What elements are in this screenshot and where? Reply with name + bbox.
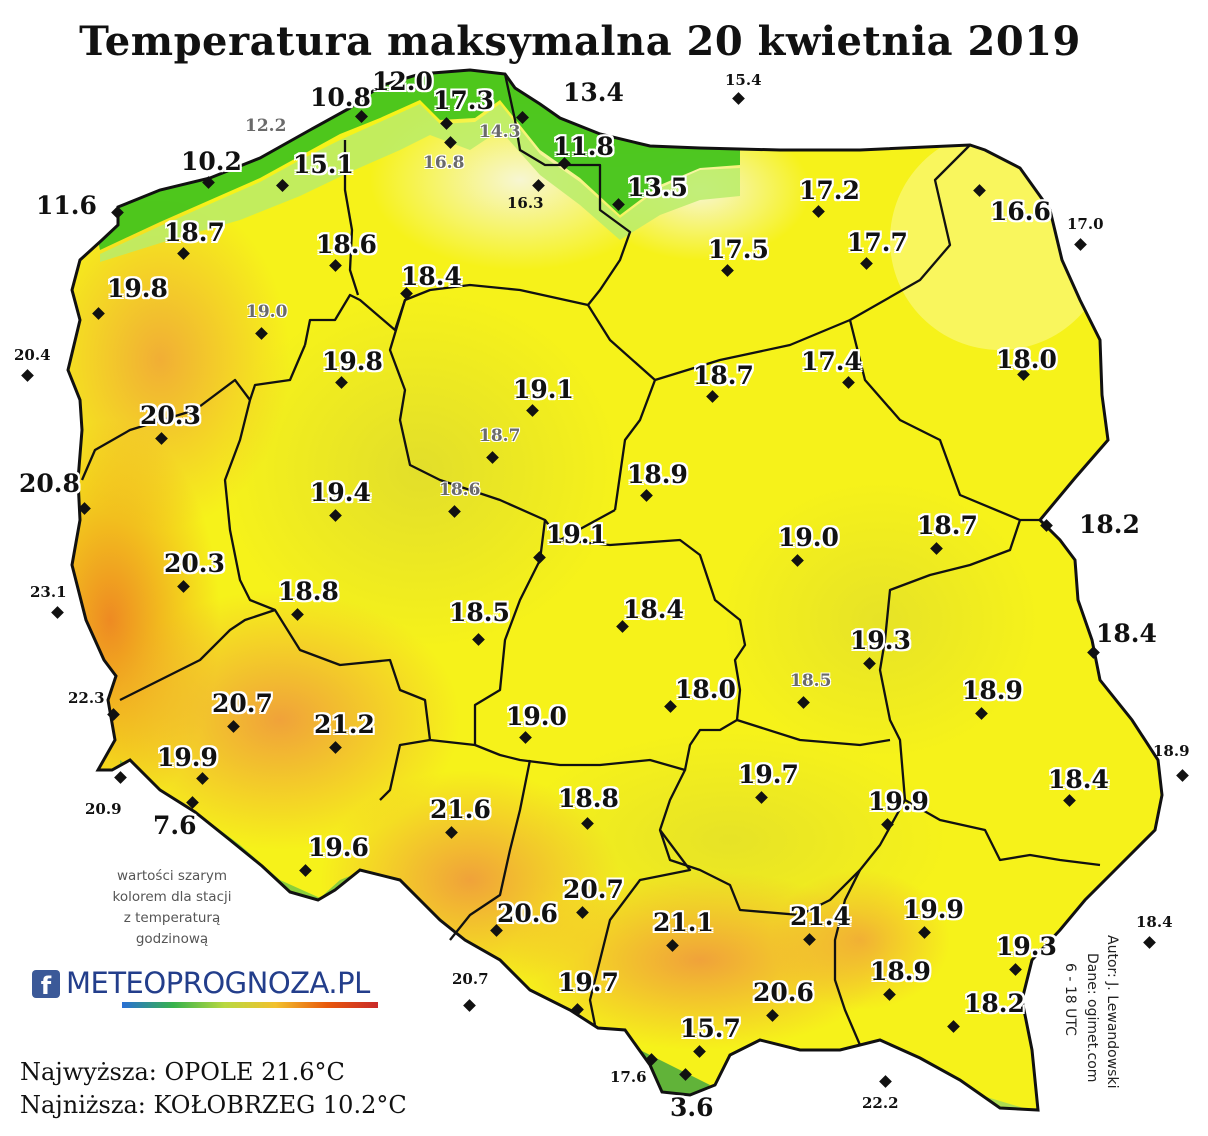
lowest-temperature: Najniższa: KOŁOBRZEG 10.2°C bbox=[20, 1091, 407, 1120]
station-value: 16.3 bbox=[507, 194, 544, 212]
station-value: 3.6 bbox=[670, 1093, 714, 1122]
note-line: z temperaturą bbox=[123, 909, 221, 926]
station-value: 11.8 bbox=[553, 132, 614, 161]
meteoprognoza-logo[interactable]: f METEOPROGNOZA.PL bbox=[32, 966, 392, 1008]
station-value: 18.8 bbox=[278, 577, 339, 606]
station-value: 23.1 bbox=[30, 583, 67, 601]
station-value: 20.6 bbox=[753, 978, 814, 1007]
station-value: 7.6 bbox=[153, 811, 197, 840]
station-value: 19.0 bbox=[778, 523, 839, 552]
legend-note: wartości szarym kolorem dla stacji z tem… bbox=[80, 866, 264, 950]
station-value: 18.5 bbox=[790, 671, 832, 691]
station-value: 18.2 bbox=[964, 989, 1025, 1018]
station-value: 19.9 bbox=[868, 787, 929, 816]
station-value: 11.6 bbox=[36, 191, 97, 220]
station-value: 18.9 bbox=[962, 676, 1023, 705]
station-value: 14.3 bbox=[479, 122, 521, 142]
station-value: 19.4 bbox=[310, 478, 371, 507]
station-value: 19.6 bbox=[308, 833, 369, 862]
station-value: 19.7 bbox=[738, 760, 799, 789]
note-line: kolorem dla stacji bbox=[112, 888, 232, 905]
station-value: 17.4 bbox=[801, 347, 862, 376]
station-value: 19.9 bbox=[903, 895, 964, 924]
station-value: 21.1 bbox=[653, 908, 714, 937]
station-value: 20.7 bbox=[452, 970, 489, 988]
station-value: 20.4 bbox=[14, 346, 51, 364]
station-value: 18.2 bbox=[1079, 510, 1140, 539]
station-value: 22.3 bbox=[68, 689, 105, 707]
station-value: 13.5 bbox=[627, 173, 688, 202]
station-value: 12.0 bbox=[372, 67, 433, 96]
station-value: 10.8 bbox=[310, 83, 371, 112]
station-value: 20.6 bbox=[497, 899, 558, 928]
station-value: 18.4 bbox=[1096, 619, 1157, 648]
map-title: Temperatura maksymalna 20 kwietnia 2019 bbox=[79, 18, 1081, 65]
station-value: 15.4 bbox=[725, 71, 762, 89]
credits: Autor: J. Lewandowski Dane: ogimet.com 6… bbox=[1062, 935, 1180, 1115]
station-value: 18.4 bbox=[401, 262, 462, 291]
station-value: 22.2 bbox=[862, 1094, 899, 1112]
station-value: 21.2 bbox=[314, 710, 375, 739]
station-value: 10.2 bbox=[181, 147, 242, 176]
note-line: godzinową bbox=[135, 930, 209, 947]
station-value: 19.9 bbox=[157, 743, 218, 772]
station-value: 19.0 bbox=[506, 702, 567, 731]
station-value: 16.6 bbox=[990, 197, 1051, 226]
station-value: 18.7 bbox=[917, 511, 978, 540]
station-value: 18.8 bbox=[558, 784, 619, 813]
station-value: 18.9 bbox=[870, 957, 931, 986]
station-value: 17.5 bbox=[708, 235, 769, 264]
station-value: 18.6 bbox=[316, 230, 377, 259]
station-value: 20.3 bbox=[164, 549, 225, 578]
station-value: 19.8 bbox=[322, 347, 383, 376]
highest-temperature: Najwyższa: OPOLE 21.6°C bbox=[20, 1058, 345, 1086]
summary: Najwyższa: OPOLE 21.6°C Najniższa: KOŁOB… bbox=[20, 1056, 407, 1122]
station-value: 17.7 bbox=[847, 228, 908, 257]
station-value: 18.9 bbox=[1153, 742, 1190, 760]
station-value: 16.8 bbox=[423, 153, 465, 173]
station-value: 17.0 bbox=[1067, 215, 1104, 233]
station-value: 13.4 bbox=[563, 78, 624, 107]
logo-color-bar bbox=[122, 1002, 378, 1008]
station-value: 18.7 bbox=[164, 218, 225, 247]
station-value: 12.2 bbox=[245, 116, 287, 136]
station-value: 18.0 bbox=[675, 675, 736, 704]
station-value: 18.0 bbox=[996, 345, 1057, 374]
station-value: 18.7 bbox=[479, 426, 521, 446]
station-value: 17.6 bbox=[610, 1068, 647, 1086]
station-value: 18.9 bbox=[627, 460, 688, 489]
station-value: 19.1 bbox=[546, 520, 607, 549]
station-value: 18.6 bbox=[439, 480, 481, 500]
station-value: 19.8 bbox=[107, 274, 168, 303]
station-value: 18.4 bbox=[1136, 913, 1173, 931]
credit-source: Dane: ogimet.com bbox=[1084, 953, 1100, 1083]
station-value: 17.3 bbox=[433, 86, 494, 115]
station-value: 20.7 bbox=[212, 689, 273, 718]
station-value: 19.7 bbox=[558, 968, 619, 997]
station-value: 20.8 bbox=[19, 469, 80, 498]
station-value: 20.7 bbox=[563, 875, 624, 904]
note-line: wartości szarym bbox=[117, 868, 227, 884]
station-value: 19.3 bbox=[996, 932, 1057, 961]
station-value: 17.2 bbox=[799, 176, 860, 205]
station-value: 19.3 bbox=[850, 626, 911, 655]
station-value: 19.1 bbox=[513, 375, 574, 404]
credit-hours: 6 - 18 UTC bbox=[1062, 963, 1078, 1036]
station-value: 18.5 bbox=[449, 598, 510, 627]
station-value: 18.7 bbox=[693, 361, 754, 390]
credit-author: Autor: J. Lewandowski bbox=[1104, 935, 1120, 1089]
station-value: 15.7 bbox=[680, 1014, 741, 1043]
station-value: 18.4 bbox=[623, 595, 684, 624]
station-value: 19.0 bbox=[246, 302, 288, 322]
station-value: 18.4 bbox=[1048, 765, 1109, 794]
station-value: 21.4 bbox=[790, 902, 851, 931]
station-value: 20.9 bbox=[85, 800, 122, 818]
station-value: 21.6 bbox=[430, 795, 491, 824]
logo-text: METEOPROGNOZA.PL bbox=[66, 966, 370, 1000]
station-value: 15.1 bbox=[293, 150, 354, 179]
facebook-icon[interactable]: f bbox=[32, 970, 60, 998]
station-value: 20.3 bbox=[140, 401, 201, 430]
